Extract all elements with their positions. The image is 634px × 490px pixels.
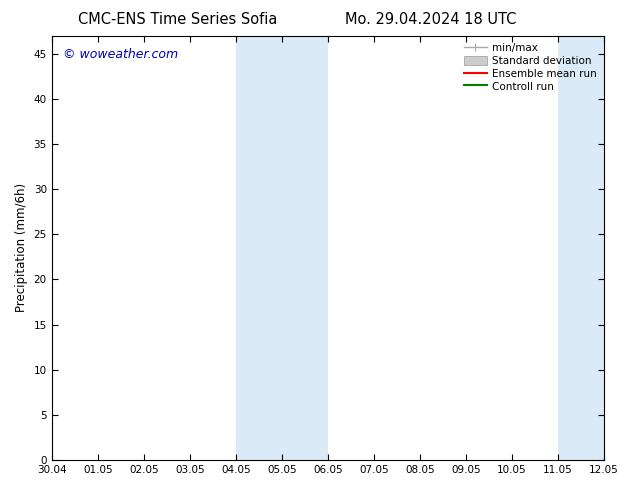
Legend: min/max, Standard deviation, Ensemble mean run, Controll run: min/max, Standard deviation, Ensemble me… [462, 41, 599, 94]
Text: Mo. 29.04.2024 18 UTC: Mo. 29.04.2024 18 UTC [346, 12, 517, 27]
Bar [236, 36, 328, 460]
Bar [558, 36, 634, 460]
Text: CMC-ENS Time Series Sofia: CMC-ENS Time Series Sofia [78, 12, 277, 27]
Text: © woweather.com: © woweather.com [63, 49, 178, 61]
Y-axis label: Precipitation (mm/6h): Precipitation (mm/6h) [15, 183, 28, 313]
